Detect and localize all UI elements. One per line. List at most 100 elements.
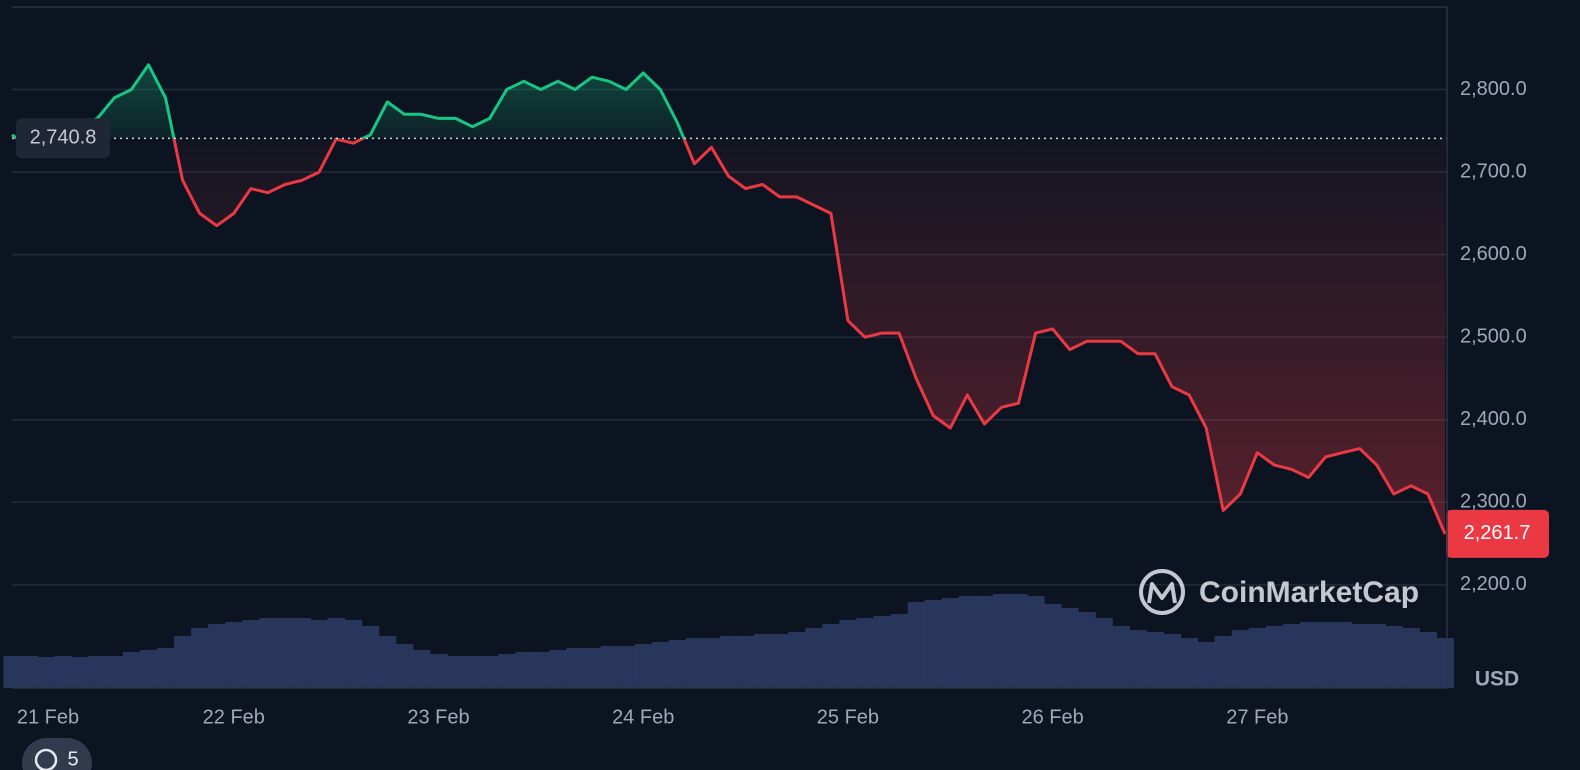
volume-bar <box>447 656 465 688</box>
volume-bar <box>617 646 636 688</box>
price: 2,740.8 2,261.7 <box>11 63 1549 558</box>
volume-bar <box>992 594 1011 688</box>
volume-bar <box>225 622 243 688</box>
volume-bar <box>754 634 772 688</box>
volume-bar <box>157 648 175 688</box>
volume-bar <box>88 656 107 688</box>
volume-bar <box>395 644 414 688</box>
volume-bar <box>685 638 704 688</box>
volume-bar <box>1129 630 1147 688</box>
y-tick-label: 2,600.0 <box>1460 243 1527 265</box>
current-price-label: 2,261.7 <box>1464 522 1531 544</box>
currency-label: USD <box>1475 668 1519 691</box>
volume-bar <box>805 628 823 688</box>
volume-bar <box>668 640 687 688</box>
y-tick-label: 2,700.0 <box>1460 160 1527 182</box>
volume-bar <box>208 624 226 688</box>
volume-bar <box>1009 594 1028 688</box>
y-tick-label: 2,500.0 <box>1460 325 1527 347</box>
volume-bar <box>412 650 431 688</box>
volume-bar <box>1368 624 1386 688</box>
volume-bar <box>634 644 653 688</box>
volume-bar <box>1248 628 1267 688</box>
volume-bar <box>856 618 875 688</box>
volume-bar <box>1146 632 1165 688</box>
volume-bar <box>498 654 516 688</box>
volume-bar <box>1402 628 1420 688</box>
volume-bar <box>890 614 909 688</box>
volume-bar <box>191 628 209 688</box>
volume <box>3 594 1455 688</box>
volume-bar <box>788 632 806 688</box>
volume-bar <box>139 650 158 688</box>
volume-bar <box>1317 622 1335 688</box>
volume-bar <box>873 616 892 688</box>
y-tick-label: 2,200.0 <box>1460 573 1527 595</box>
volume-bar <box>344 620 363 688</box>
volume-bar <box>822 624 840 688</box>
volume-bar <box>839 620 857 688</box>
volume-bar <box>1027 596 1045 688</box>
volume-bar <box>361 626 380 688</box>
y-tick-label: 2,300.0 <box>1460 491 1527 513</box>
volume-bar <box>583 648 602 688</box>
x-tick-label: 24 Feb <box>612 706 674 728</box>
reference-label-box <box>16 118 110 159</box>
volume-bar <box>1044 604 1062 688</box>
x-tick-label: 27 Feb <box>1226 706 1288 728</box>
volume-bar <box>276 618 294 688</box>
volume-bar <box>1112 626 1130 688</box>
y-tick-label: 2,400.0 <box>1460 408 1527 430</box>
badge-background[interactable] <box>22 738 92 770</box>
volume-bar <box>481 656 499 688</box>
volume-bar <box>1078 612 1096 688</box>
volume-bar <box>532 652 550 688</box>
volume-bar <box>702 638 721 688</box>
volume-bar <box>71 657 90 688</box>
volume-bar <box>429 654 448 688</box>
volume-bar <box>1061 608 1079 688</box>
volume-bar <box>975 596 994 688</box>
volume-bar <box>737 636 755 688</box>
history-badge[interactable]: 5 <box>22 738 92 770</box>
x-tick-label: 26 Feb <box>1021 706 1083 728</box>
x-tick-label: 21 Feb <box>17 706 79 728</box>
volume-bar <box>1436 638 1455 688</box>
reference-label: 2,740.8 <box>30 127 97 149</box>
volume-bar <box>1095 618 1113 688</box>
volume-bar <box>293 618 312 688</box>
watermark-text: CoinMarketCap <box>1199 576 1419 609</box>
volume-bar <box>958 596 977 688</box>
watermark-logo <box>1139 569 1185 615</box>
volume-bar <box>37 657 56 688</box>
volume-bar <box>515 652 533 688</box>
volume-bar <box>259 618 277 688</box>
x-tick-label: 22 Feb <box>203 706 265 728</box>
volume-bar <box>122 652 141 688</box>
volume-bar <box>549 650 567 688</box>
volume-bar <box>1231 630 1250 688</box>
volume-bar <box>1351 624 1369 688</box>
y-tick-label: 2,800.0 <box>1460 78 1527 100</box>
price-line <box>11 63 1447 535</box>
volume-bar <box>54 656 73 688</box>
volume-bar <box>651 642 670 688</box>
volume-bar <box>1197 642 1216 688</box>
volume-bar <box>242 620 260 688</box>
volume-bar <box>1163 634 1182 688</box>
volume-bar <box>566 648 584 688</box>
badge-icon <box>34 748 58 770</box>
volume-bar <box>105 656 124 688</box>
volume-bar <box>20 656 39 688</box>
volume-bar <box>719 636 738 688</box>
volume-bar <box>1282 624 1301 688</box>
volume-bar <box>174 636 192 688</box>
watermark: CoinMarketCap <box>1139 569 1419 615</box>
current-price-box <box>1446 509 1549 558</box>
volume-bar <box>1385 626 1403 688</box>
volume-bar <box>310 620 329 688</box>
volume-bar <box>1265 626 1284 688</box>
volume-bar <box>1214 636 1233 688</box>
